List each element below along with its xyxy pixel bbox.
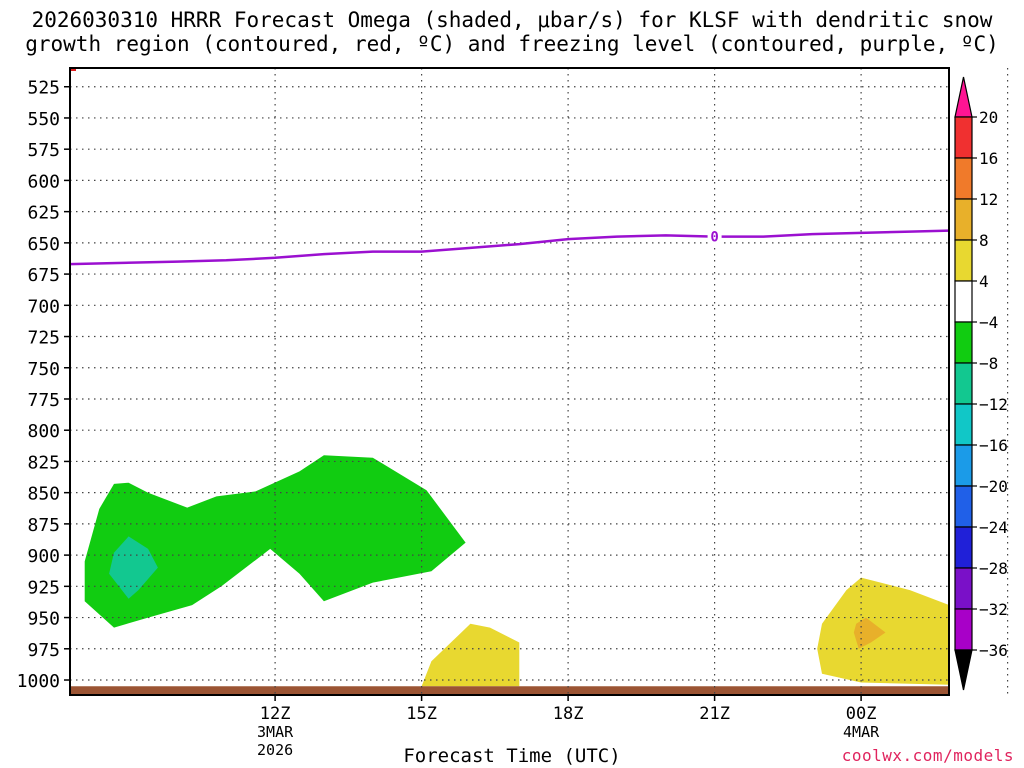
freezing-level-line: [70, 229, 949, 266]
colorbar-segment: [954, 485, 973, 528]
credit-text: coolwx.com/models: [841, 746, 1014, 765]
chart-title: 2026030310 HRRR Forecast Omega (shaded, …: [25, 8, 999, 56]
y-tick-label: 925: [27, 577, 60, 598]
plot-frame: [69, 67, 950, 696]
colorbar-label: 4: [979, 272, 989, 291]
terrain-band: [70, 686, 949, 695]
y-tick-label: 750: [27, 359, 60, 380]
colorbar-label: 20: [979, 108, 998, 127]
y-axis: 525 550 575 600 625 650 675 700 725 750 775 800 825 8…: [17, 78, 70, 692]
x-tick-label: 00Z: [846, 704, 877, 724]
subsidence-right-core: [853, 617, 886, 649]
colorbar: 20 16 12 8 4 −4 −8 −12 −16 −20 −24 −28 −32 −36: [954, 76, 1008, 691]
y-tick-label: 950: [27, 609, 60, 630]
upward-motion-main: [84, 455, 466, 628]
x-tick-label: 12Z: [260, 704, 291, 724]
y-tick-label: 550: [27, 109, 60, 130]
x-axis-label: Forecast Time (UTC): [403, 745, 621, 767]
colorbar-segment: [954, 280, 973, 323]
upward-motion-core: [109, 536, 158, 599]
x-tick-sublabel: 2026: [257, 741, 293, 759]
colorbar-segment: [954, 116, 973, 159]
y-tick-label: 775: [27, 390, 60, 411]
colorbar-label: −24: [979, 518, 1008, 537]
colorbar-label: −20: [979, 477, 1008, 496]
x-tick-sublabel: 3MAR: [257, 723, 294, 741]
y-tick-label: 525: [27, 78, 60, 99]
freezing-label-bg: [707, 228, 722, 245]
y-tick-label: 975: [27, 640, 60, 661]
y-tick-label: 575: [27, 140, 60, 161]
colorbar-label: −32: [979, 600, 1008, 619]
colorbar-bottom-arrow: [954, 649, 973, 691]
colorbar-segment: [954, 403, 973, 446]
y-tick-label: 800: [27, 421, 60, 442]
subsidence-right: [817, 577, 949, 685]
colorbar-segment: [954, 198, 973, 241]
colorbar-label: −28: [979, 559, 1008, 578]
colorbar-label: 8: [979, 231, 989, 250]
plot-grid: [70, 68, 1009, 695]
colorbar-top-arrow: [954, 76, 973, 118]
colorbar-segment: [954, 239, 973, 282]
y-tick-label: 725: [27, 328, 60, 349]
colorbar-segment: [954, 526, 973, 569]
x-tick-label: 18Z: [553, 704, 584, 724]
colorbar-segment: [954, 362, 973, 405]
colorbar-segment: [954, 567, 973, 610]
colorbar-label: −4: [979, 313, 998, 332]
y-tick-label: 625: [27, 203, 60, 224]
colorbar-segment: [954, 608, 973, 651]
x-tick-label: 21Z: [699, 704, 730, 724]
freezing-level: 0: [70, 228, 949, 266]
colorbar-segment: [954, 321, 973, 364]
y-tick-label: 875: [27, 515, 60, 536]
y-tick-label: 850: [27, 484, 60, 505]
x-tick-sublabel: 4MAR: [843, 723, 880, 741]
y-tick-label: 675: [27, 265, 60, 286]
colorbar-label: −36: [979, 641, 1008, 660]
y-tick-label: 650: [27, 234, 60, 255]
y-tick-label: 700: [27, 296, 60, 317]
y-tick-label: 900: [27, 546, 60, 567]
y-tick-label: 1000: [17, 671, 60, 692]
y-tick-label: 600: [27, 171, 60, 192]
x-tick-label: 15Z: [406, 704, 437, 724]
colorbar-label: 16: [979, 149, 998, 168]
subsidence-left: [421, 623, 520, 687]
freezing-level-label: 0: [710, 230, 718, 246]
colorbar-label: 12: [979, 190, 998, 209]
colorbar-label: −12: [979, 395, 1008, 414]
omega-shading: [70, 68, 949, 695]
y-tick-label: 825: [27, 452, 60, 473]
dgz-marker: [70, 68, 76, 71]
colorbar-segment: [954, 157, 973, 200]
colorbar-label: −16: [979, 436, 1008, 455]
colorbar-label: −8: [979, 354, 998, 373]
colorbar-segment: [954, 444, 973, 487]
